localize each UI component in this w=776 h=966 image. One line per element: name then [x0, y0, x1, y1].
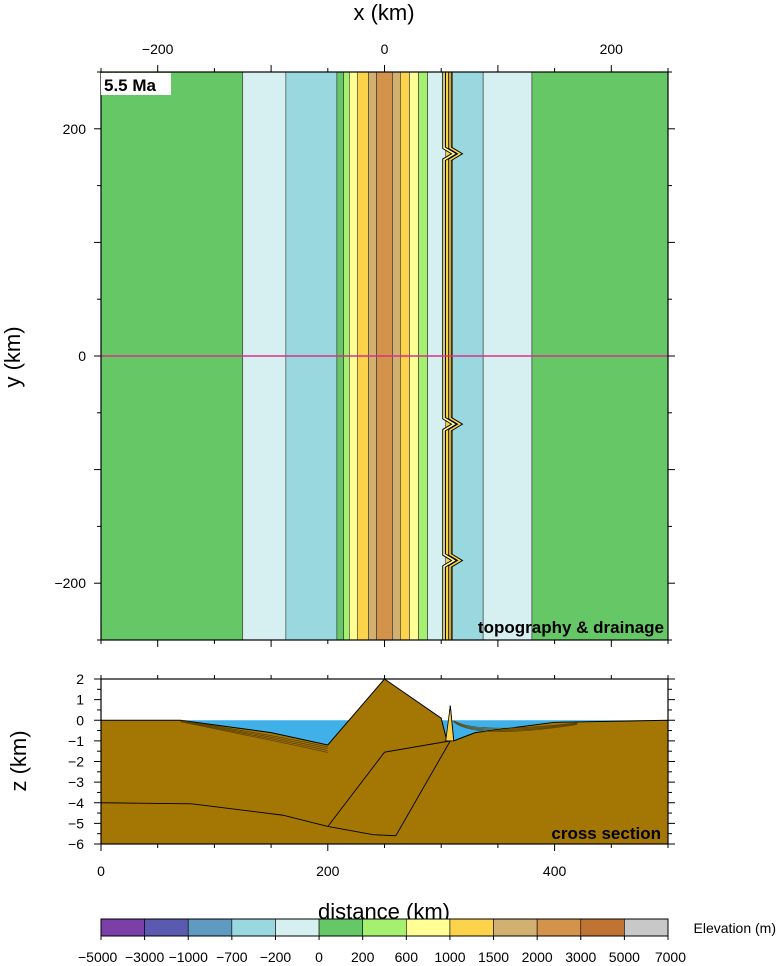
- section-panel-label: cross section: [551, 824, 661, 843]
- colorbar-tick-label: 7000: [655, 949, 686, 965]
- colorbar-swatch: [493, 918, 538, 937]
- colorbar-tick-label: 3000: [565, 949, 596, 965]
- ridge-fill: [449, 72, 462, 640]
- colorbar-tick-label: 5000: [609, 949, 640, 965]
- colorbar-tick-label: −5000: [78, 949, 118, 965]
- section-y-tick-label: −5: [68, 815, 84, 831]
- section-x-tick-label: 0: [97, 863, 105, 879]
- colorbar-swatch: [100, 918, 145, 937]
- sediment-layer: [180, 720, 328, 748]
- map-x-tick-label: 0: [381, 41, 389, 57]
- sediment-layer: [453, 720, 578, 730]
- section-y-tick-label: −3: [68, 774, 84, 790]
- time-label: 5.5 Ma: [104, 76, 157, 95]
- colorbar-swatch: [406, 918, 451, 937]
- colorbar-swatch: [187, 918, 233, 937]
- map-x-axis-label: x (km): [353, 0, 414, 25]
- section-y-tick-label: 0: [76, 712, 84, 728]
- section-axis-ticks: 0 200 400 2 1 0 −1 −2 −3 −4 −5 −6: [68, 671, 675, 879]
- sediment-layer: [180, 721, 328, 751]
- map-x-tick-label: −200: [142, 41, 174, 57]
- section-y-axis-label: z (km): [6, 730, 31, 791]
- ridge-fill: [443, 72, 456, 640]
- map-y-tick-label: 0: [78, 348, 86, 364]
- sediment-layer: [453, 721, 578, 731]
- section-y-tick-label: −1: [68, 733, 84, 749]
- sediment-layer: [180, 720, 328, 750]
- map-ridge-drainage: [442, 72, 464, 640]
- sediment-layer: [453, 720, 578, 729]
- colorbar-swatch: [318, 918, 363, 937]
- colorbar-tick-label: 1500: [478, 949, 509, 965]
- colorbar-tick-label: 2000: [522, 949, 553, 965]
- map-y-tick-label: −200: [54, 575, 86, 591]
- colorbar-tick-label: 200: [351, 949, 375, 965]
- fault-trace: [395, 740, 451, 836]
- colorbar-swatch: [580, 918, 625, 937]
- colorbar-swatch: [275, 918, 320, 937]
- map-panel-label: topography & drainage: [478, 618, 664, 637]
- section-y-tick-label: −6: [68, 836, 84, 852]
- section-y-tick-label: −4: [68, 795, 84, 811]
- section-y-tick-label: −2: [68, 754, 84, 770]
- colorbar-tick-label: 600: [395, 949, 419, 965]
- colorbar-tick-label: −1000: [169, 949, 209, 965]
- colorbar-tick-label: 1000: [434, 949, 465, 965]
- deep-horizon: [100, 802, 396, 837]
- colorbar-swatch: [362, 918, 407, 937]
- colorbar-swatch: [624, 918, 669, 937]
- fault-trace: [327, 740, 451, 827]
- colorbar-swatch: [536, 918, 582, 937]
- sediment-layer: [180, 721, 328, 753]
- map-y-tick-label: 200: [63, 121, 87, 137]
- colorbar-tick-label: 0: [315, 949, 323, 965]
- section-x-tick-label: 200: [316, 863, 340, 879]
- colorbar-swatch: [449, 918, 494, 937]
- time-label-box: [101, 73, 171, 95]
- colorbar-frame: [100, 918, 669, 937]
- colorbar-tick-label: −200: [260, 949, 292, 965]
- map-x-tick-label: 200: [600, 41, 624, 57]
- map-axis-ticks: −200 0 200 200 0 −200: [54, 41, 675, 647]
- colorbar-swatch: [231, 918, 276, 937]
- colorbar-swatch: [144, 918, 189, 937]
- section-y-tick-label: 2: [76, 671, 84, 687]
- map-y-axis-label: y (km): [0, 326, 25, 387]
- section-x-tick-label: 400: [543, 863, 567, 879]
- colorbar: −5000 −3000 −1000 −700 −200 0 200 600 1000 1500 20…: [78, 918, 686, 965]
- colorbar-tick-label: −3000: [125, 949, 165, 965]
- bedrock-body: [100, 678, 669, 845]
- colorbar-label: Elevation (m): [694, 920, 776, 936]
- section-y-tick-label: 1: [76, 692, 84, 708]
- sediment-layer: [453, 721, 578, 732]
- cross-section-content: [100, 678, 669, 845]
- colorbar-tick-label: −700: [216, 949, 248, 965]
